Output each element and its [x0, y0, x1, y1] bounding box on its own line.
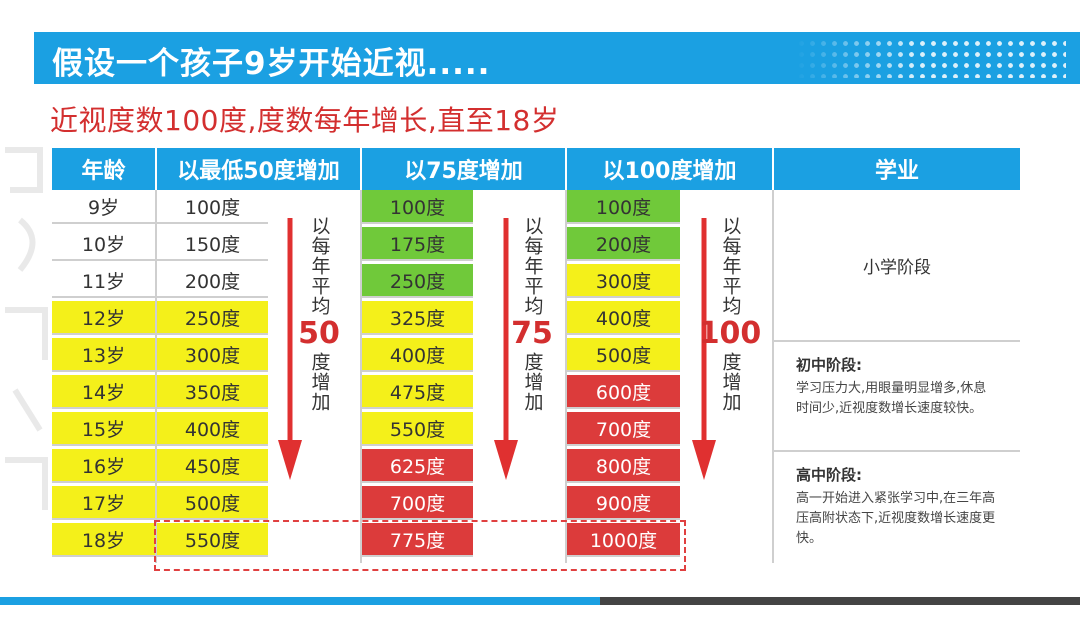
- cell-age: 15岁: [52, 412, 155, 446]
- footer-stripe-blue: [0, 597, 600, 605]
- header-100: 以100度增加: [567, 148, 772, 190]
- cell-75: 175度: [362, 227, 473, 261]
- cell-75: 625度: [362, 449, 473, 483]
- cell-100: 900度: [567, 486, 680, 520]
- cell-100: 800度: [567, 449, 680, 483]
- cell-age: 10岁: [52, 227, 155, 261]
- arrow-text-top: 以每年平均: [719, 216, 742, 316]
- arrow-text-bottom: 度增加: [308, 352, 331, 412]
- column-divider: [772, 190, 774, 563]
- header-school: 学业: [774, 148, 1020, 190]
- cell-age: 13岁: [52, 338, 155, 372]
- cell-50: 450度: [157, 449, 268, 483]
- cell-age: 9岁: [52, 190, 155, 224]
- arrow-column-100: [680, 190, 772, 563]
- cell-age: 16岁: [52, 449, 155, 483]
- cell-100: 700度: [567, 412, 680, 446]
- cell-50: 200度: [157, 264, 268, 298]
- cell-75: 325度: [362, 301, 473, 335]
- cell-age: 17岁: [52, 486, 155, 520]
- column-divider: [565, 190, 567, 563]
- page-subtitle: 近视度数100度,度数每年增长,直至18岁: [50, 104, 560, 137]
- cell-100: 1000度: [567, 523, 680, 557]
- header-age: 年龄: [52, 148, 155, 190]
- arrow-label-75: 以每年平均 75 度增加: [511, 216, 553, 412]
- cell-age: 18岁: [52, 523, 155, 557]
- column-divider: [155, 190, 157, 563]
- cell-age: 11岁: [52, 264, 155, 298]
- arrow-column-50: [268, 190, 360, 563]
- cell-100: 500度: [567, 338, 680, 372]
- school-high-desc: 高一开始进入紧张学习中,在三年高压高附状态下,近视度数增长速度更快。: [796, 491, 996, 546]
- cell-75: 475度: [362, 375, 473, 409]
- arrow-label-50: 以每年平均 50 度增加: [298, 216, 340, 412]
- arrow-text-bottom: 度增加: [719, 352, 742, 412]
- cell-50: 550度: [157, 523, 268, 557]
- arrow-label-100: 以每年平均 100 度增加: [699, 216, 762, 412]
- down-arrow-icon: [278, 218, 302, 480]
- school-high-title: 高中阶段:: [796, 466, 862, 484]
- arrow-number: 100: [698, 316, 762, 351]
- arrow-text-top: 以每年平均: [308, 216, 331, 316]
- cell-100: 200度: [567, 227, 680, 261]
- school-middle: 初中阶段: 学习压力大,用眼量明显增多,休息时间少,近视度数增长速度较快。: [774, 342, 1020, 452]
- cell-100: 400度: [567, 301, 680, 335]
- cell-75: 250度: [362, 264, 473, 298]
- arrow-number: 75: [511, 316, 553, 351]
- cell-50: 300度: [157, 338, 268, 372]
- cell-age: 14岁: [52, 375, 155, 409]
- cell-50: 250度: [157, 301, 268, 335]
- cell-75: 400度: [362, 338, 473, 372]
- cell-75: 775度: [362, 523, 473, 557]
- cell-50: 400度: [157, 412, 268, 446]
- final-year-highlight: [154, 520, 686, 571]
- dot-pattern-decoration: [796, 38, 1066, 78]
- school-high: 高中阶段: 高一开始进入紧张学习中,在三年高压高附状态下,近视度数增长速度更快。: [774, 452, 1020, 563]
- cell-100: 100度: [567, 190, 680, 224]
- page-title: 假设一个孩子9岁开始近视.....: [52, 46, 491, 82]
- cell-50: 350度: [157, 375, 268, 409]
- cell-50: 150度: [157, 227, 268, 261]
- school-middle-title: 初中阶段:: [796, 356, 862, 374]
- school-middle-desc: 学习压力大,用眼量明显增多,休息时间少,近视度数增长速度较快。: [796, 381, 987, 416]
- footer-stripe-dark: [600, 597, 1080, 605]
- cell-age: 12岁: [52, 301, 155, 335]
- arrow-text-bottom: 度增加: [521, 352, 544, 412]
- header-75: 以75度增加: [362, 148, 565, 190]
- background-pattern: [5, 147, 48, 510]
- cell-50: 100度: [157, 190, 268, 224]
- down-arrow-icon: [494, 218, 518, 480]
- cell-75: 700度: [362, 486, 473, 520]
- cell-75: 550度: [362, 412, 473, 446]
- arrow-column-75: [473, 190, 565, 563]
- arrow-number: 50: [298, 316, 340, 351]
- school-primary-label: 小学阶段: [863, 257, 931, 278]
- cell-100: 300度: [567, 264, 680, 298]
- column-divider: [360, 190, 362, 563]
- arrow-text-top: 以每年平均: [521, 216, 544, 316]
- title-bar: 假设一个孩子9岁开始近视.....: [34, 32, 1080, 84]
- school-primary: 小学阶段: [774, 190, 1020, 342]
- cell-100: 600度: [567, 375, 680, 409]
- cell-75: 100度: [362, 190, 473, 224]
- cell-50: 500度: [157, 486, 268, 520]
- header-50: 以最低50度增加: [157, 148, 360, 190]
- down-arrow-icon: [692, 218, 716, 480]
